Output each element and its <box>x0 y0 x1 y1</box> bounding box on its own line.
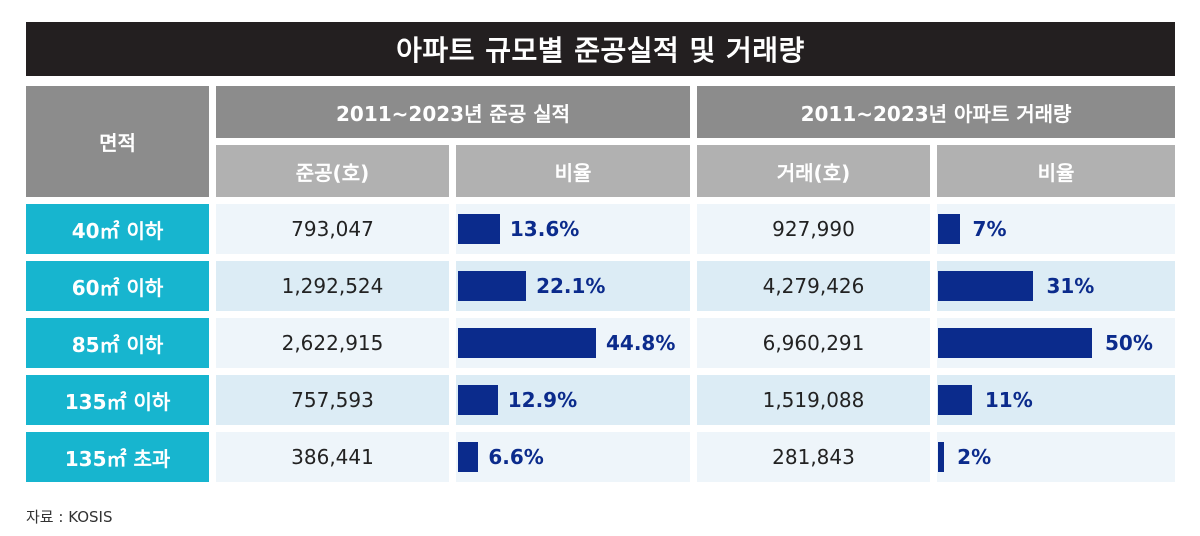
transaction-ratio-cell <box>937 432 1175 482</box>
row-label: 135㎡ 이하 <box>26 375 209 425</box>
completion-count-cell: 793,047 <box>216 204 449 254</box>
completion-ratio-bar <box>458 442 479 472</box>
completion-ratio-bar <box>458 214 500 244</box>
header-transaction-ratio: 비율 <box>937 145 1175 197</box>
source-note: 자료 : KOSIS <box>26 508 113 526</box>
completion-count-cell: 386,441 <box>216 432 449 482</box>
row-label: 40㎡ 이하 <box>26 204 209 254</box>
completion-count-cell: 2,622,915 <box>216 318 449 368</box>
transaction-count-cell: 281,843 <box>697 432 930 482</box>
completion-ratio-label: 22.1% <box>536 274 606 298</box>
completion-ratio-bar <box>458 328 596 358</box>
transaction-ratio-bar <box>938 271 1034 301</box>
completion-count-cell: 757,593 <box>216 375 449 425</box>
row-label: 60㎡ 이하 <box>26 261 209 311</box>
transaction-ratio-label: 7% <box>972 217 1007 241</box>
transaction-ratio-bar <box>938 214 960 244</box>
header-area: 면적 <box>26 86 209 197</box>
transaction-ratio-cell <box>937 204 1175 254</box>
header-completion-ratio: 비율 <box>456 145 690 197</box>
completion-ratio-label: 13.6% <box>509 217 580 241</box>
transaction-ratio-cell <box>937 375 1175 425</box>
transaction-ratio-bar <box>938 328 1092 358</box>
transaction-count-cell: 4,279,426 <box>697 261 930 311</box>
completion-ratio-bar <box>458 385 498 415</box>
transaction-ratio-label: 50% <box>1105 331 1153 355</box>
transaction-ratio-label: 31% <box>1046 274 1095 298</box>
transaction-ratio-bar <box>938 385 972 415</box>
header-group-completion: 2011~2023년 준공 실적 <box>216 86 690 138</box>
completion-ratio-label: 6.6% <box>488 445 544 469</box>
completion-ratio-cell <box>456 432 690 482</box>
transaction-ratio-label: 2% <box>957 445 992 469</box>
chart-title: 아파트 규모별 준공실적 및 거래량 <box>26 22 1175 76</box>
header-transaction-count: 거래(호) <box>697 145 930 197</box>
completion-ratio-label: 12.9% <box>507 388 578 412</box>
transaction-ratio-label: 11% <box>984 388 1033 412</box>
row-label: 135㎡ 초과 <box>26 432 209 482</box>
header-completion-count: 준공(호) <box>216 145 449 197</box>
row-label: 85㎡ 이하 <box>26 318 209 368</box>
transaction-count-cell: 6,960,291 <box>697 318 930 368</box>
completion-count-cell: 1,292,524 <box>216 261 449 311</box>
completion-ratio-bar <box>458 271 527 301</box>
completion-ratio-label: 44.8% <box>606 331 676 355</box>
transaction-ratio-bar <box>938 442 945 472</box>
transaction-count-cell: 1,519,088 <box>697 375 930 425</box>
transaction-count-cell: 927,990 <box>697 204 930 254</box>
header-group-transaction: 2011~2023년 아파트 거래량 <box>697 86 1175 138</box>
